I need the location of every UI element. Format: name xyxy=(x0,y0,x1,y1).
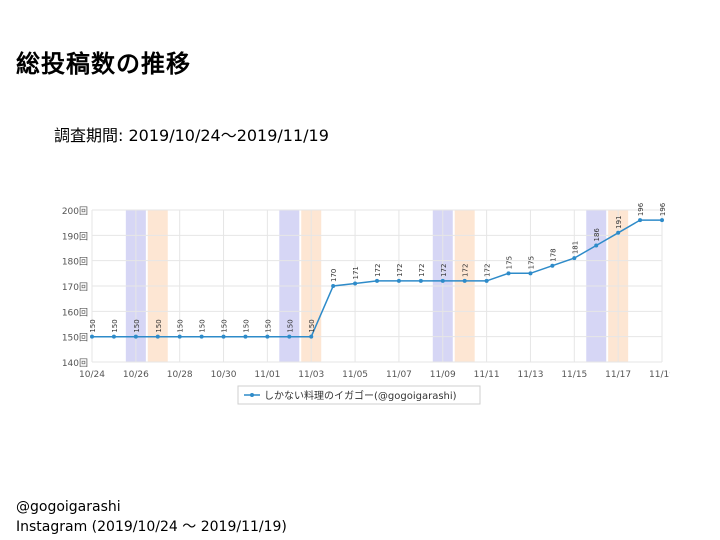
data-label: 175 xyxy=(527,256,535,269)
y-tick-label: 190回 xyxy=(62,231,88,242)
data-point xyxy=(90,334,94,339)
legend-box xyxy=(237,385,481,405)
data-point xyxy=(616,230,621,235)
y-tick-label: 140回 xyxy=(62,358,88,369)
data-point xyxy=(309,334,314,339)
data-point xyxy=(375,278,379,283)
data-point xyxy=(331,284,336,288)
data-point xyxy=(660,218,664,223)
data-label: 172 xyxy=(396,264,404,277)
data-label: 186 xyxy=(593,228,601,242)
data-label: 172 xyxy=(374,264,382,277)
data-label: 150 xyxy=(133,319,141,332)
data-point xyxy=(177,334,182,339)
data-label: 172 xyxy=(462,264,470,277)
data-label: 170 xyxy=(330,269,338,282)
legend-point-marker xyxy=(250,393,254,397)
x-tick-label: 10/26 xyxy=(123,370,149,380)
data-point xyxy=(462,278,467,283)
data-point xyxy=(440,278,445,283)
data-point xyxy=(484,278,489,283)
x-tick-label: 10/28 xyxy=(167,370,193,380)
data-label: 172 xyxy=(440,264,448,277)
data-label: 172 xyxy=(484,264,492,277)
y-tick-label: 200回 xyxy=(62,206,88,217)
x-tick-label: 11/11 xyxy=(474,370,500,380)
data-point xyxy=(550,263,555,268)
y-tick-label: 160回 xyxy=(62,307,88,318)
data-point xyxy=(528,271,533,276)
series-line xyxy=(92,219,662,338)
data-point xyxy=(396,278,401,283)
data-label: 171 xyxy=(352,266,360,279)
page-title: 総投稿数の推移 xyxy=(16,50,191,78)
data-label: 178 xyxy=(549,248,557,261)
data-point xyxy=(572,256,577,261)
x-tick-label: 11/19 xyxy=(649,370,670,380)
data-label: 175 xyxy=(506,256,514,269)
y-tick-label: 170回 xyxy=(62,282,88,293)
footer-handle: @gogoigarashi xyxy=(16,499,121,515)
data-point xyxy=(418,278,423,283)
footer-source: Instagram (2019/10/24 〜 2019/11/19) xyxy=(16,519,287,535)
x-tick-label: 10/24 xyxy=(79,370,105,380)
data-label: 150 xyxy=(264,319,272,332)
data-label: 191 xyxy=(615,215,623,228)
data-label: 150 xyxy=(286,319,294,332)
data-label: 196 xyxy=(659,202,667,216)
data-label: 150 xyxy=(199,319,207,332)
data-label: 181 xyxy=(571,241,579,254)
data-point xyxy=(111,334,116,339)
data-point xyxy=(506,271,511,276)
x-tick-label: 11/07 xyxy=(386,370,412,380)
x-tick-label: 11/15 xyxy=(561,370,587,380)
data-point xyxy=(265,334,270,339)
survey-period: 調査期間: 2019/10/24～2019/11/19 xyxy=(54,126,329,145)
data-point xyxy=(199,334,204,339)
data-point xyxy=(221,334,226,339)
data-label: 150 xyxy=(155,319,163,332)
data-label: 150 xyxy=(308,319,316,332)
x-tick-label: 10/30 xyxy=(211,370,237,380)
x-tick-label: 11/17 xyxy=(605,370,631,380)
line-chart: 140回 150回 160回 170回 180回 190回 200回 10/24 10/26 10… xyxy=(62,202,675,405)
data-label: 150 xyxy=(89,319,97,332)
data-point xyxy=(287,334,292,339)
data-point xyxy=(133,334,138,339)
x-tick-label: 11/09 xyxy=(430,370,456,380)
data-point xyxy=(594,243,599,248)
y-tick-label: 180回 xyxy=(62,257,88,268)
x-tick-label: 11/01 xyxy=(254,370,280,380)
data-point xyxy=(243,334,248,339)
data-point xyxy=(155,334,160,339)
data-point xyxy=(353,281,358,286)
x-tick-label: 11/13 xyxy=(517,370,543,380)
legend-label: しかない料理のイガゴー(@gogoigarashi) xyxy=(264,389,457,402)
footer-credit: @gogoigarashi Instagram (2019/10/24 〜 20… xyxy=(16,497,287,537)
data-label: 150 xyxy=(242,319,250,332)
data-label: 196 xyxy=(637,202,645,216)
x-tick-label: 11/03 xyxy=(298,370,324,380)
data-point xyxy=(638,218,643,223)
y-tick-label: 150回 xyxy=(62,333,88,344)
x-tick-label: 11/05 xyxy=(342,370,368,380)
data-label: 150 xyxy=(177,319,185,332)
data-label: 150 xyxy=(221,319,229,332)
data-label: 150 xyxy=(111,319,119,332)
chart-container: 140回 150回 160回 170回 180回 190回 200回 10/24 10/26 10… xyxy=(48,195,675,410)
data-label: 172 xyxy=(418,264,426,277)
